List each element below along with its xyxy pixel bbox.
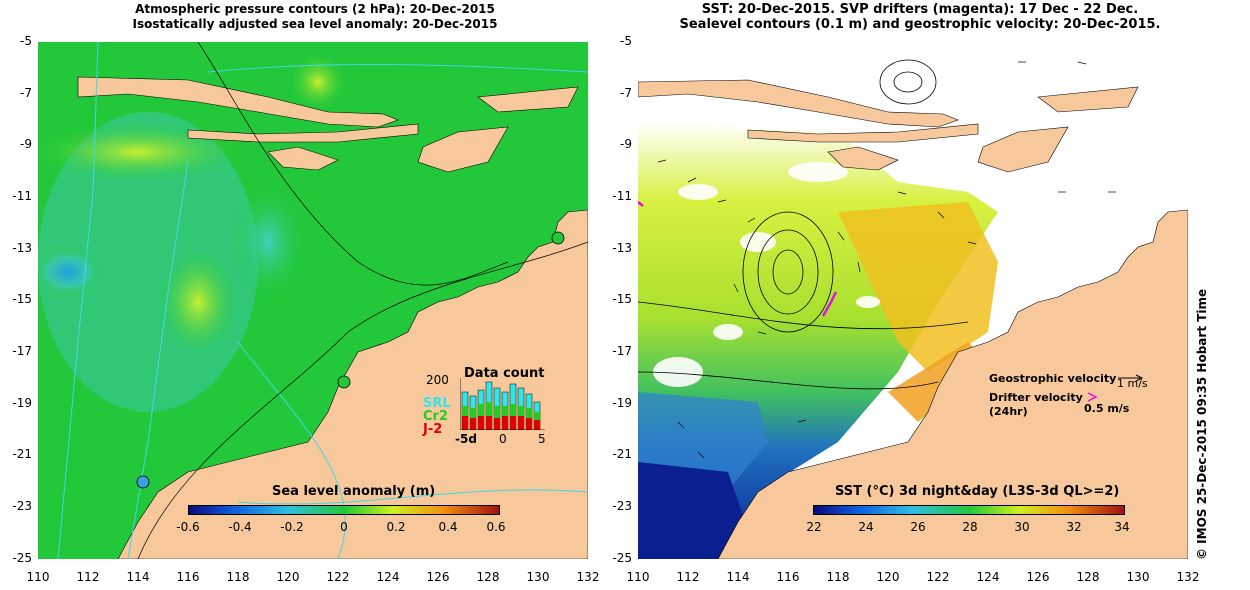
geo-velocity-arrow-icon [1118,374,1144,382]
left-cbar-tick: 0.4 [438,520,458,534]
right-title-line2: Sealevel contours (0.1 m) and geostrophi… [679,17,1161,32]
left-cbar-tick: 0 [340,520,348,534]
imos-credit: © IMOS 25-Dec-2015 09:35 Hobart Time [1195,288,1209,560]
drifter-label-24hr: (24hr) [989,405,1028,418]
left-colorbar-title: Sea level anomaly (m) [272,484,436,499]
right-y-tick: -7 [620,86,632,100]
right-x-tick: 118 [826,570,850,584]
legend-srl: SRL [423,396,451,411]
left-cbar-tick: 0.2 [386,520,406,534]
left-title-line1: Atmospheric pressure contours (2 hPa): 2… [135,2,495,16]
left-x-tick: 128 [476,570,500,584]
right-cbar-tick: 22 [806,520,822,534]
right-cbar-tick: 30 [1014,520,1030,534]
right-x-tick: 112 [676,570,700,584]
right-x-tick: 114 [726,570,750,584]
right-y-tick: -19 [612,396,632,410]
left-x-tick: 130 [526,570,550,584]
legend-j2: J-2 [423,422,443,437]
left-x-tick: 116 [176,570,200,584]
right-y-tick: -5 [620,34,632,48]
left-y-tick: -11 [12,189,32,203]
right-cbar-tick: 32 [1066,520,1082,534]
left-title-line2: Isostatically adjusted sea level anomaly… [132,17,498,31]
drifter-label: Drifter velocity [989,391,1083,404]
right-title-line1: SST: 20-Dec-2015. SVP drifters (magenta)… [701,2,1139,17]
left-cbar-tick: -0.2 [280,520,304,534]
left-x-tick: 120 [276,570,300,584]
left-y-tick: -25 [12,551,32,565]
right-x-tick: 130 [1126,570,1150,584]
right-x-tick: 124 [976,570,1000,584]
right-x-tick: 116 [776,570,800,584]
legend-cr2: Cr2 [423,409,448,424]
right-y-tick: -17 [612,344,632,358]
inset-title: Data count [464,366,545,381]
right-y-tick: -25 [612,551,632,565]
left-x-tick: 114 [126,570,150,584]
left-x-tick: 132 [576,570,600,584]
left-title: Atmospheric pressure contours (2 hPa): 2… [60,2,570,32]
inset-xlabel-end: 5 [538,432,546,446]
right-y-tick: -13 [612,241,632,255]
sst-map [638,42,1188,559]
inset-ymax: 200 [426,373,449,387]
inset-xlabel-start: -5d [455,432,477,446]
right-y-tick: -23 [612,499,632,513]
right-colorbar-title: SST (°C) 3d night&day (L3S-3d QL>=2) [835,484,1120,499]
right-y-tick: -15 [612,292,632,306]
right-cbar-tick: 34 [1114,520,1130,534]
left-x-tick: 122 [326,570,350,584]
left-x-tick: 110 [26,570,50,584]
right-title: SST: 20-Dec-2015. SVP drifters (magenta)… [640,2,1200,32]
left-y-tick: -7 [20,86,32,100]
left-y-tick: -21 [12,447,32,461]
left-y-tick: -13 [12,241,32,255]
right-x-tick: 128 [1076,570,1100,584]
drifter-arrow-icon [1087,392,1098,402]
left-x-tick: 118 [226,570,250,584]
right-x-tick: 122 [926,570,950,584]
left-y-tick: -23 [12,499,32,513]
right-y-tick: -9 [620,137,632,151]
geo-velocity-label: Geostrophic velocity [989,372,1117,385]
data-count-histogram [460,378,545,430]
inset-xlabel-mid: 0 [499,432,507,446]
left-cbar-tick: 0.6 [486,520,506,534]
right-y-tick: -21 [612,447,632,461]
left-y-tick: -17 [12,344,32,358]
velocity-arrows [657,61,1116,459]
left-x-tick: 124 [376,570,400,584]
right-cbar-tick: 24 [858,520,874,534]
histogram-bars [461,381,541,430]
left-y-tick: -15 [12,292,32,306]
left-y-tick: -5 [20,34,32,48]
left-y-tick: -9 [20,137,32,151]
right-colorbar [813,505,1125,515]
left-x-tick: 126 [426,570,450,584]
left-cbar-tick: -0.4 [228,520,252,534]
left-cbar-tick: -0.6 [176,520,200,534]
sea-level-anomaly-map [38,42,588,559]
right-y-tick: -11 [612,189,632,203]
right-x-tick: 110 [626,570,650,584]
geo-velocity-scale: 1 m/s [1117,377,1148,390]
left-y-tick: -19 [12,396,32,410]
right-x-tick: 126 [1026,570,1050,584]
right-cbar-tick: 26 [910,520,926,534]
right-x-tick: 120 [876,570,900,584]
drifter-scale: 0.5 m/s [1084,402,1130,415]
right-cbar-tick: 28 [962,520,978,534]
left-x-tick: 112 [76,570,100,584]
right-x-tick: 132 [1176,570,1200,584]
left-colorbar [188,505,500,515]
